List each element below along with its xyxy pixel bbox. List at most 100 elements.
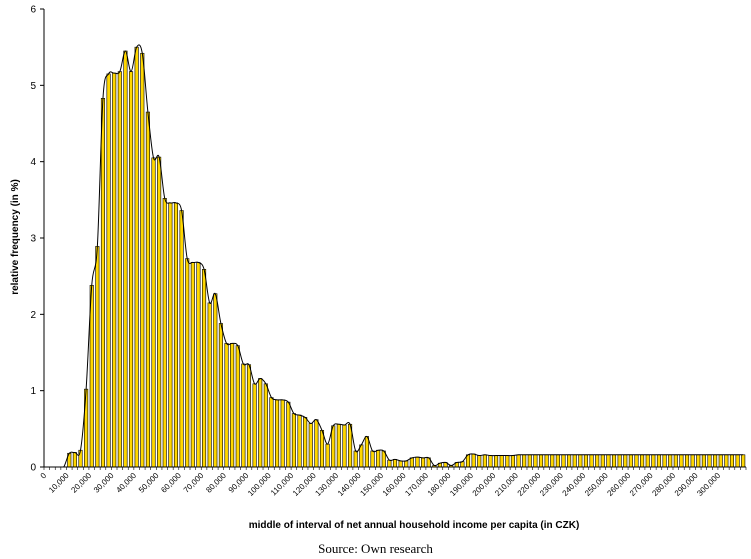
bar [370, 450, 375, 468]
bar [190, 262, 195, 468]
x-tick-label: 190,000 [448, 471, 475, 498]
bar [471, 453, 476, 468]
bar [550, 454, 555, 468]
bar [555, 454, 560, 468]
bar [162, 198, 167, 468]
y-tick-label: 1 [30, 386, 36, 397]
bar [252, 383, 257, 468]
bar [224, 343, 229, 468]
bar [404, 460, 409, 468]
bar [342, 424, 347, 468]
smoothed-curve [46, 44, 744, 468]
bar [583, 454, 588, 468]
y-tick-label: 0 [30, 463, 36, 474]
x-tick-label: 10,000 [47, 471, 71, 495]
bar [117, 71, 122, 468]
bar [179, 210, 184, 468]
x-tick-label: 200,000 [471, 471, 498, 498]
x-tick-label: 20,000 [69, 471, 93, 495]
bar [707, 454, 712, 468]
smoothed-curve-group [46, 44, 744, 468]
bar [690, 454, 695, 468]
bar [376, 449, 381, 468]
bar [494, 455, 499, 468]
bar [522, 454, 527, 468]
bar [325, 443, 330, 468]
y-tick-label: 6 [30, 5, 36, 16]
x-tick-label: 40,000 [114, 471, 138, 495]
bar [235, 345, 240, 468]
x-tick-label: 100,000 [246, 471, 273, 498]
bar [112, 72, 117, 468]
bar [634, 454, 639, 468]
bar [157, 156, 162, 468]
x-tick-label: 170,000 [403, 471, 430, 498]
x-tick-label: 270,000 [628, 471, 655, 498]
bar [336, 423, 341, 468]
bar [185, 258, 190, 468]
bar [207, 302, 212, 468]
bar [275, 399, 280, 468]
bar [673, 454, 678, 468]
bar [617, 454, 622, 468]
bar [387, 459, 392, 468]
bar [606, 454, 611, 468]
bar [196, 262, 201, 468]
x-tick-label: 130,000 [313, 471, 340, 498]
bar [230, 343, 235, 468]
bar [100, 98, 106, 468]
bar [286, 401, 291, 468]
bar [735, 454, 740, 468]
bar [527, 454, 532, 468]
y-tick-label: 3 [30, 234, 36, 245]
bar [140, 52, 145, 468]
x-tick-label: 80,000 [204, 471, 228, 495]
bar [651, 454, 656, 468]
bar [477, 455, 482, 468]
x-tick-label: 260,000 [605, 471, 632, 498]
bar [516, 454, 521, 468]
bars-group [67, 46, 746, 468]
bar [392, 459, 398, 468]
bar [364, 436, 369, 468]
x-tick-label: 280,000 [650, 471, 677, 498]
bar [398, 460, 403, 468]
bar [510, 455, 515, 468]
bar [106, 73, 111, 468]
bar [213, 293, 218, 468]
bar [303, 417, 308, 468]
bar [679, 454, 684, 468]
bar [533, 454, 538, 468]
bar [319, 430, 325, 468]
bar [482, 454, 487, 468]
bar [134, 46, 139, 468]
x-tick-label: 0 [39, 471, 49, 481]
bar [611, 454, 617, 468]
x-tick-label: 240,000 [561, 471, 588, 498]
bar [544, 454, 549, 468]
bar [578, 454, 583, 468]
bar [218, 323, 223, 468]
x-tick-label: 140,000 [336, 471, 363, 498]
x-tick-label: 160,000 [381, 471, 408, 498]
bar [314, 419, 319, 468]
bar [353, 450, 358, 468]
x-tick-label: 30,000 [92, 471, 116, 495]
x-tick-label: 250,000 [583, 471, 610, 498]
x-tick-label: 60,000 [159, 471, 183, 495]
bar [269, 397, 274, 468]
bar [72, 452, 77, 468]
axes-group [40, 8, 747, 470]
bar [567, 454, 572, 468]
x-tick-label: 300,000 [695, 471, 722, 498]
x-tick-label: 70,000 [182, 471, 206, 495]
bar [538, 454, 544, 468]
bar [246, 364, 252, 468]
bar [151, 157, 156, 468]
bar [308, 423, 313, 468]
bar [640, 454, 645, 468]
source-caption: Source: Own research [318, 541, 433, 556]
bar [713, 454, 718, 468]
bar [263, 383, 268, 468]
